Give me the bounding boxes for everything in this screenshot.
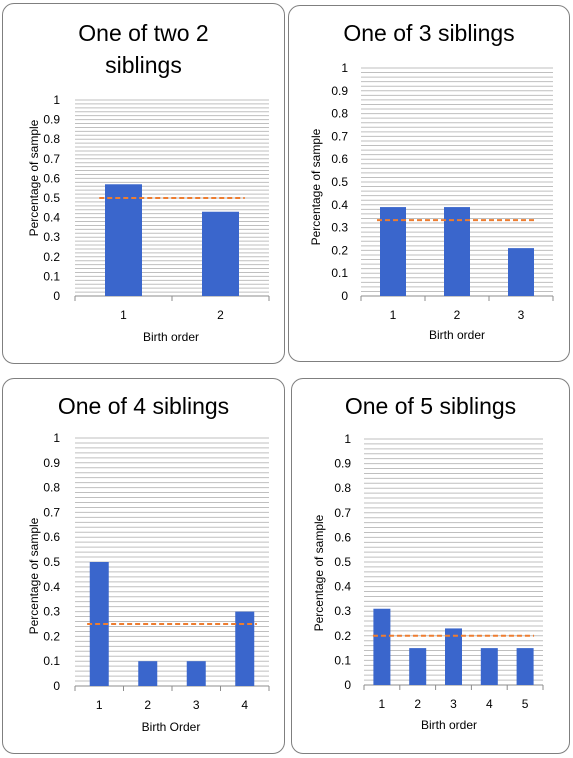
y-tick-label: 0.9 bbox=[334, 457, 351, 471]
chart-title: One of 4 siblings bbox=[3, 390, 284, 422]
x-tick-label: 1 bbox=[96, 698, 103, 712]
y-tick-label: 0.1 bbox=[331, 266, 348, 280]
y-tick-label: 0.1 bbox=[43, 654, 60, 668]
chart-title: One of 3 siblings bbox=[289, 17, 569, 49]
y-tick-label: 0.9 bbox=[331, 84, 348, 98]
y-tick-label: 0.2 bbox=[334, 629, 351, 643]
y-tick-label: 0.2 bbox=[43, 250, 60, 264]
bar bbox=[235, 611, 255, 686]
bar bbox=[380, 207, 406, 296]
x-axis-label: Birth Order bbox=[141, 720, 201, 734]
chart-title: One of two 2 siblings bbox=[3, 17, 284, 81]
y-tick-label: 0.5 bbox=[43, 191, 60, 205]
y-tick-label: 0 bbox=[53, 679, 60, 693]
y-tick-label: 0.4 bbox=[43, 580, 60, 594]
y-tick-label: 0.7 bbox=[43, 152, 60, 166]
y-tick-label: 0.2 bbox=[331, 243, 348, 257]
x-tick-label: 1 bbox=[390, 308, 397, 322]
bar bbox=[409, 648, 427, 685]
y-tick-label: 0.5 bbox=[43, 555, 60, 569]
chart-panel-two-siblings: One of two 2 siblings 0 0.1 0.2 0.3 0.4 0.5 0.… bbox=[2, 3, 285, 364]
bar bbox=[186, 661, 206, 686]
chart-title: One of 5 siblings bbox=[292, 390, 569, 422]
y-tick-label: 0.5 bbox=[334, 555, 351, 569]
bar bbox=[138, 661, 158, 686]
chart-panel-4-siblings: One of 4 siblings 0 0.1 0.2 0.3 0.4 0.5 0.6 0.7… bbox=[2, 378, 285, 754]
y-tick-label: 0.6 bbox=[43, 171, 60, 185]
y-tick-label: 0.6 bbox=[334, 530, 351, 544]
y-tick-label: 0.4 bbox=[43, 211, 60, 225]
y-axis-label: Percentage of sample bbox=[312, 514, 326, 632]
y-tick-label: 0.3 bbox=[43, 230, 60, 244]
y-tick-label: 0.7 bbox=[334, 506, 351, 520]
gridlines bbox=[75, 99, 269, 293]
y-tick-label: 0 bbox=[341, 289, 348, 303]
x-tick-label: 1 bbox=[120, 308, 127, 322]
y-tick-label: 0.6 bbox=[331, 152, 348, 166]
x-axis-label: Birth order bbox=[142, 330, 200, 344]
bar-chart: 0 0.1 0.2 0.3 0.4 0.5 0.6 0.7 0.8 0.9 1 1 2 3 bbox=[331, 61, 554, 322]
bar-chart: 0 0.1 0.2 0.3 0.4 0.5 0.6 0.7 0.8 0.9 1 1 2 bbox=[43, 93, 270, 322]
x-tick-label: 5 bbox=[522, 697, 529, 711]
bar bbox=[516, 648, 534, 685]
bar bbox=[105, 184, 142, 296]
y-tick-label: 1 bbox=[53, 93, 60, 107]
y-tick-label: 0 bbox=[53, 289, 60, 303]
bar bbox=[202, 211, 239, 296]
y-tick-label: 0.7 bbox=[43, 505, 60, 519]
y-tick-label: 0.1 bbox=[43, 269, 60, 283]
bar bbox=[508, 248, 534, 296]
x-tick-label: 2 bbox=[414, 697, 421, 711]
x-tick-label: 4 bbox=[241, 698, 248, 712]
bar-chart: 0 0.1 0.2 0.3 0.4 0.5 0.6 0.7 0.8 0.9 1 1 2 3 4 5 bbox=[334, 432, 544, 711]
bar bbox=[480, 648, 498, 685]
bar bbox=[445, 628, 462, 685]
bar bbox=[373, 608, 391, 685]
y-tick-label: 1 bbox=[341, 61, 348, 75]
y-tick-label: 0.1 bbox=[334, 653, 351, 667]
y-tick-label: 0.9 bbox=[43, 456, 60, 470]
y-tick-label: 0 bbox=[344, 678, 351, 692]
y-tick-label: 0.8 bbox=[331, 107, 348, 121]
y-tick-label: 0.6 bbox=[43, 530, 60, 544]
y-tick-label: 0.4 bbox=[334, 580, 351, 594]
y-tick-label: 0.3 bbox=[43, 605, 60, 619]
x-axis-label: Birth order bbox=[420, 718, 478, 732]
bar-chart: 0 0.1 0.2 0.3 0.4 0.5 0.6 0.7 0.8 0.9 1 1 2 3 4 bbox=[43, 431, 270, 712]
y-axis-label: Percentage of sample bbox=[27, 119, 41, 237]
chart-title-line-1: One of 3 siblings bbox=[343, 20, 515, 46]
y-tick-label: 0.8 bbox=[43, 132, 60, 146]
x-tick-label: 2 bbox=[144, 698, 151, 712]
y-tick-label: 0.5 bbox=[331, 175, 348, 189]
y-tick-label: 0.4 bbox=[331, 198, 348, 212]
y-tick-label: 0.9 bbox=[43, 113, 60, 127]
chart-title-line-2: siblings bbox=[105, 52, 182, 78]
chart-title-line-1: One of 5 siblings bbox=[344, 393, 517, 419]
chart-title-line-1: One of 4 siblings bbox=[57, 393, 230, 419]
y-tick-label: 0.8 bbox=[334, 481, 351, 495]
y-tick-label: 1 bbox=[344, 432, 351, 446]
y-tick-label: 0.3 bbox=[334, 604, 351, 618]
y-tick-label: 0.2 bbox=[43, 629, 60, 643]
chart-title-line-1: One of two 2 bbox=[78, 20, 209, 46]
y-tick-label: 0.8 bbox=[43, 481, 60, 495]
x-axis-label: Birth order bbox=[428, 328, 486, 342]
x-tick-label: 2 bbox=[217, 308, 224, 322]
y-tick-label: 1 bbox=[53, 431, 60, 445]
y-tick-label: 0.7 bbox=[331, 129, 348, 143]
y-axis-label: Percentage of sample bbox=[309, 128, 323, 246]
x-tick-label: 3 bbox=[193, 698, 200, 712]
x-tick-label: 3 bbox=[450, 697, 457, 711]
chart-panel-5-siblings: One of 5 siblings 0 0.1 0.2 0.3 0.4 0.5 0.6 0.7… bbox=[291, 378, 570, 754]
y-axis-label: Percentage of sample bbox=[27, 517, 41, 635]
x-tick-label: 1 bbox=[379, 697, 386, 711]
y-tick-label: 0.3 bbox=[331, 221, 348, 235]
x-tick-label: 2 bbox=[454, 308, 461, 322]
bar bbox=[444, 207, 470, 296]
x-tick-label: 4 bbox=[486, 697, 493, 711]
x-tick-label: 3 bbox=[518, 308, 525, 322]
chart-panel-3-siblings: One of 3 siblings 0 0.1 0.2 0.3 0.4 0.5 0.6 0.7… bbox=[288, 5, 570, 362]
